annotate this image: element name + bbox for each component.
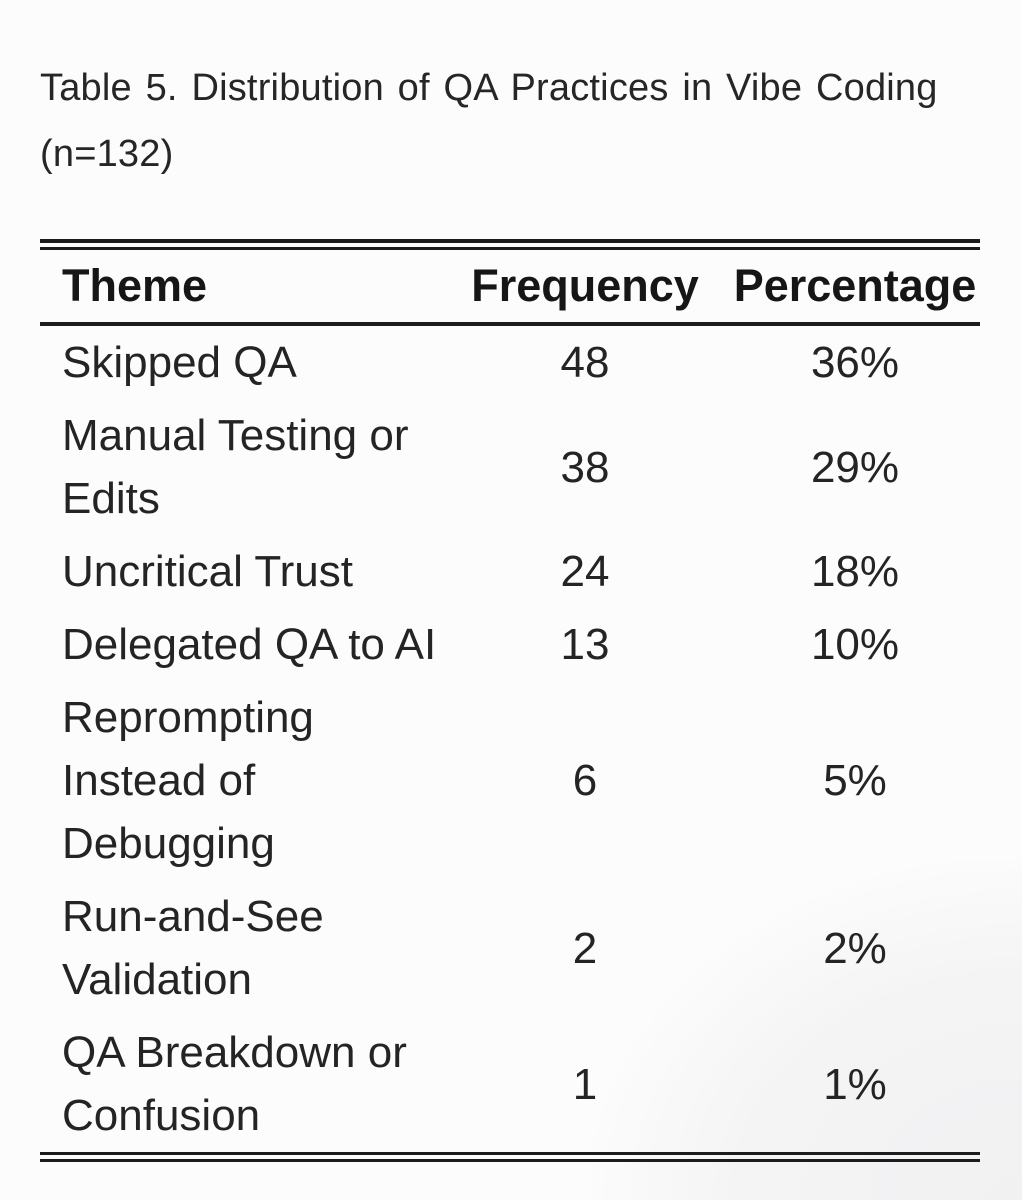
percentage-cell: 29% (810, 442, 900, 492)
frequency-cell: 1 (572, 1059, 598, 1109)
frequency-cell: 6 (572, 756, 598, 805)
percentage-cell: 5% (823, 756, 887, 805)
table-caption: Table 5. Distribution of QA Practices in… (40, 55, 980, 187)
frequency-cell: 13 (560, 620, 610, 669)
table-caption-line-1: Table 5. Distribution of QA Practices in… (40, 67, 938, 109)
table-row: Uncritical Trust 24 18% (40, 535, 980, 608)
header-frequency: Frequency (440, 250, 730, 326)
frequency-cell: 48 (560, 338, 610, 387)
percentage-cell: 2% (823, 923, 887, 973)
header-percentage: Percentage (730, 250, 980, 326)
theme-cell: Reprompting Instead of Debugging (62, 693, 314, 868)
percentage-cell: 10% (810, 620, 900, 669)
theme-cell: Delegated QA to AI (62, 620, 437, 669)
qa-practices-table: Theme Frequency Percentage Skipped QA 48… (40, 250, 980, 1152)
table-top-rule (40, 239, 980, 250)
table-row: Run-and-See Validation 2 2% (40, 880, 980, 1016)
table-bottom-rule (40, 1152, 980, 1162)
table-body: Skipped QA 48 36% Manual Testing or Edits… (40, 324, 980, 1152)
theme-cell: Skipped QA (62, 338, 297, 387)
theme-cell: QA Breakdown or Confusion (62, 1028, 407, 1140)
table-row: Delegated QA to AI 13 10% (40, 608, 980, 681)
table-row: Reprompting Instead of Debugging 6 5% (40, 681, 980, 880)
header-theme: Theme (40, 250, 440, 326)
page: Table 5. Distribution of QA Practices in… (40, 55, 980, 1162)
table-caption-line-2: (n=132) (40, 133, 174, 175)
table-row: Skipped QA 48 36% (40, 324, 980, 399)
percentage-cell: 1% (823, 1059, 887, 1109)
table-row: QA Breakdown or Confusion 1 1% (40, 1016, 980, 1152)
table-header: Theme Frequency Percentage (40, 250, 980, 326)
header-row: Theme Frequency Percentage (40, 250, 980, 326)
frequency-cell: 38 (560, 442, 610, 492)
percentage-cell: 36% (810, 338, 900, 387)
frequency-cell: 24 (560, 547, 610, 596)
table-row: Manual Testing or Edits 38 29% (40, 399, 980, 535)
percentage-cell: 18% (810, 547, 900, 596)
corner-shade (592, 860, 1022, 1200)
theme-cell: Uncritical Trust (62, 547, 353, 596)
frequency-cell: 2 (572, 923, 598, 973)
theme-cell: Manual Testing or Edits (62, 411, 409, 523)
theme-cell: Run-and-See Validation (62, 892, 324, 1004)
